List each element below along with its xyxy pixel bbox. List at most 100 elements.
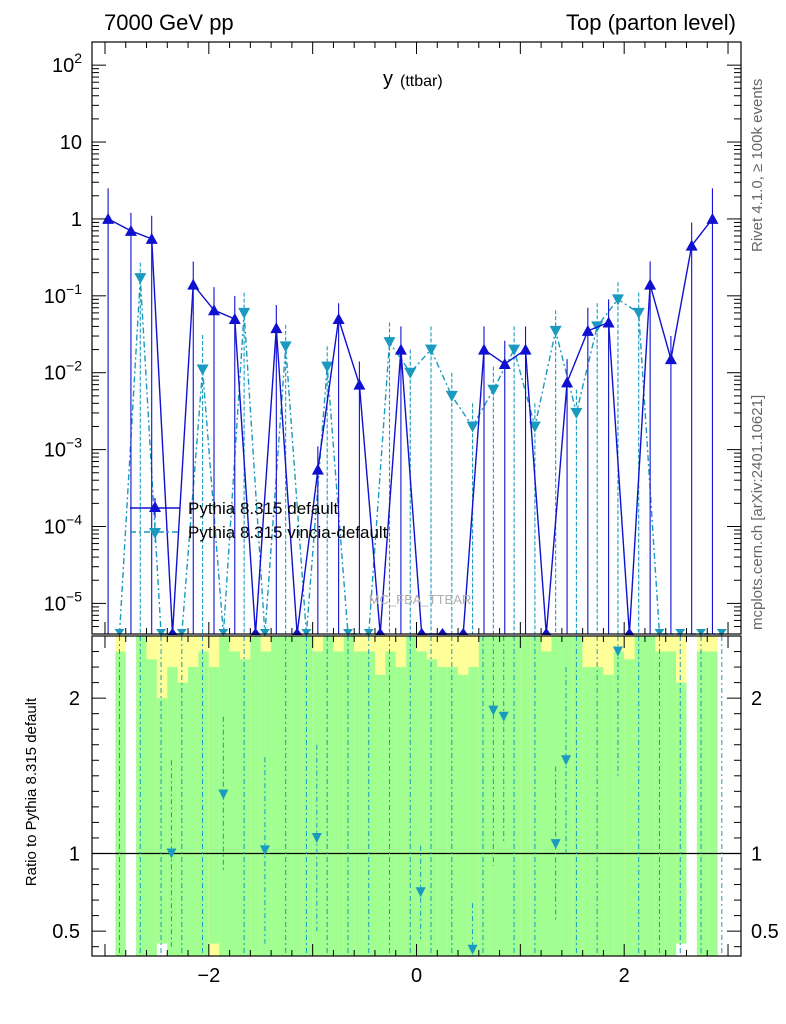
marker-default-zero-25 [624,628,635,635]
ratio-band-green-15 [281,636,292,956]
ratio-band-green-38 [520,636,531,956]
ratio-y-tick-label-left: 1 [69,843,80,865]
marker-default-zero-16 [437,628,448,635]
marker-vincia-22 [570,407,583,419]
legend-item-vincia: Pythia 8.315 vincia-default [130,522,388,542]
marker-default-24 [602,316,615,328]
marker-vincia-24 [611,294,624,306]
marker-vincia-zero-28 [696,629,707,636]
ratio-band-green-33 [468,667,479,956]
ratio-band-green-3 [156,698,168,944]
marker-default-zero-3 [167,628,178,635]
y-tick-label: 10−1 [44,281,82,308]
ratio-y-tick-label-right: 0.5 [751,921,779,943]
marker-vincia-6 [238,307,251,319]
ratio-band-green-21 [343,636,355,956]
marker-default-22 [561,376,574,388]
ratio-band-green-28 [416,651,427,956]
series-vincia [114,262,727,636]
marker-default-8 [270,322,283,334]
marker-default-2 [145,232,158,244]
side-label-top: Rivet 4.1.0, ≥ 100k events [749,79,766,252]
marker-default-12 [353,378,366,390]
ratio-band-green-6 [188,667,199,956]
marker-vincia-19 [508,344,521,356]
marker-vincia-zero-29 [716,629,727,636]
legend-item-default: Pythia 8.315 default [130,498,339,518]
marker-default-23 [581,324,594,336]
ratio-band-green-50 [644,636,656,956]
side-label-bottom: mcplots.cern.ch [arXiv:2401.10621] [749,395,766,630]
marker-vincia-zero-3 [176,629,187,636]
ratio-band-green-16 [291,636,303,956]
ratio-band-green-5 [177,682,189,956]
marker-default-18 [477,343,490,355]
ratio-marker-11 [311,832,322,843]
marker-vincia-21 [549,325,562,337]
marker-vincia-14 [404,367,417,379]
ratio-band-green-20 [333,651,344,956]
ratio-marker-27 [561,755,572,766]
ratio-band-green-1 [136,636,147,956]
ratio-marker-20 [467,944,478,955]
ratio-band-green-11 [239,659,251,956]
ratio-marker-17 [415,887,426,898]
ratio-y-tick-label-right: 1 [751,843,762,865]
marker-default-14 [394,343,407,355]
marker-vincia-10 [321,361,334,373]
y-tick-label: 10−2 [44,358,82,385]
ratio-band-green-18 [312,651,324,956]
marker-default-5 [208,304,221,316]
ratio-band-green-13 [260,651,272,956]
marker-default-19 [498,357,511,369]
ratio-band-green-17 [302,636,313,956]
ratio-band-green-43 [572,636,583,956]
ratio-band-green-53 [676,682,687,944]
marker-default-0 [102,212,115,224]
x-tick-label: 2 [619,965,630,987]
ratio-band-green-10 [229,651,240,956]
y-tick-label: 10−3 [44,435,82,462]
ratio-band-green-24 [374,674,386,956]
marker-vincia-15 [425,344,438,356]
ratio-band-green-32 [458,674,469,956]
ratio-band-green-51 [655,651,666,956]
ratio-band-green-31 [447,667,459,956]
marker-default-zero-15 [416,628,427,635]
ratio-band-green-12 [250,636,261,956]
ratio-marker-26 [550,839,561,850]
ratio-band-green-55 [707,651,718,956]
marker-vincia-18 [487,384,500,396]
ratio-band-green-29 [426,659,438,956]
marker-vincia-zero-12 [363,629,374,636]
marker-vincia-16 [445,390,458,402]
ratio-band-green-0 [115,651,126,956]
main-plot-layer [102,188,727,636]
marker-vincia-17 [466,421,479,433]
marker-vincia-1 [134,273,147,285]
ratio-band-green-26 [395,667,407,956]
ratio-band-green-35 [489,636,500,956]
plot-title: y [383,68,393,90]
ratio-band-green-54 [696,651,708,956]
marker-vincia-zero-7 [259,629,270,636]
ratio-band-green-19 [323,636,334,956]
x-tick-label: 0 [411,965,422,987]
ratio-marker-22 [488,705,499,716]
marker-vincia-20 [528,421,541,433]
marker-vincia-4 [196,364,209,376]
marker-vincia-zero-2 [156,629,167,636]
header-right: Top (parton level) [566,10,736,35]
watermark: MC_FBA_TTBAR [369,592,472,607]
ratio-band-green-45 [593,667,604,956]
y-tick-label: 10−5 [44,588,82,615]
ratio-band-green-14 [271,636,282,956]
ratio-band-green-41 [551,636,562,956]
marker-default-29 [706,212,719,224]
ratio-band-green-47 [613,651,625,956]
ratio-band-green-27 [406,636,417,956]
marker-default-zero-13 [375,628,386,635]
ratio-band-green-4 [167,667,178,956]
ratio-band-green-36 [499,636,510,956]
